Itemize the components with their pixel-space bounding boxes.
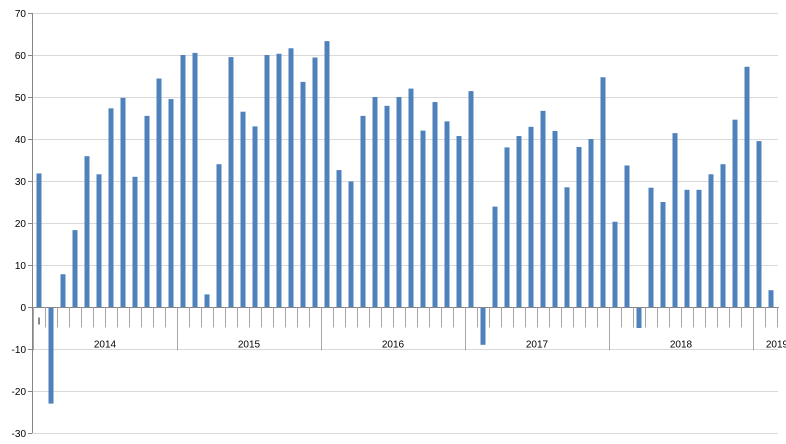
bar: [120, 97, 126, 307]
bar: [468, 91, 474, 308]
y-tick-label: 0: [20, 303, 26, 314]
bar: [576, 146, 582, 307]
bar: [396, 97, 402, 307]
bar: [708, 174, 714, 307]
bar-series: [36, 41, 774, 404]
bar: [528, 126, 534, 307]
bar: [420, 130, 426, 307]
bar: [132, 176, 138, 307]
bar: [564, 187, 570, 307]
bar: [204, 294, 210, 307]
bar: [732, 119, 738, 308]
bar: [672, 133, 678, 307]
y-tick-label: -20: [12, 387, 27, 398]
bar: [240, 111, 246, 307]
bar: [96, 174, 102, 307]
bar: [48, 307, 54, 404]
bar: [360, 115, 366, 308]
bar: [36, 173, 42, 307]
bar: [72, 230, 78, 307]
bar: [324, 41, 330, 307]
bar: [300, 81, 306, 307]
y-tick-label: -30: [12, 429, 27, 440]
bar: [252, 126, 258, 308]
bar: [264, 55, 270, 307]
bar: [144, 115, 150, 308]
bar: [456, 136, 462, 307]
bar: [228, 57, 234, 307]
bar: [108, 108, 114, 307]
bar: [444, 121, 450, 307]
year-label: 2019: [766, 340, 786, 351]
year-label: 2016: [382, 340, 405, 351]
bar: [768, 290, 774, 307]
bar: [648, 187, 654, 307]
year-label: 2014: [94, 340, 117, 351]
y-tick-label: 20: [15, 219, 27, 230]
bar: [168, 99, 174, 307]
bar: [696, 189, 702, 307]
year-label: 2015: [238, 340, 261, 351]
bar: [624, 165, 630, 307]
period-label: I: [38, 317, 41, 328]
bar: [744, 66, 750, 307]
bar: [312, 57, 318, 307]
bar: [684, 189, 690, 307]
axes: [28, 13, 779, 434]
bar: [636, 307, 642, 328]
y-tick-label: 30: [15, 177, 27, 188]
y-tick-label: 40: [15, 135, 27, 146]
bar: [408, 88, 414, 307]
bar: [612, 221, 618, 307]
bar: [480, 307, 486, 345]
bar: [180, 55, 186, 307]
bar: [756, 141, 762, 307]
bar: [192, 52, 198, 308]
bar: [336, 170, 342, 307]
bar: [372, 97, 378, 307]
bar: [384, 105, 390, 307]
bar: [288, 48, 294, 307]
bar: [432, 102, 438, 307]
bar: [516, 136, 522, 307]
y-tick-label: -10: [12, 345, 27, 356]
y-tick-label: 70: [15, 9, 27, 20]
y-tick-label: 60: [15, 51, 27, 62]
y-tick-label: 50: [15, 93, 27, 104]
bar: [660, 202, 666, 307]
axis-labels: -30 -20 -10 0 10 20 30 40 50 60 70 2014 2015 2016 2017…: [12, 9, 786, 440]
bar: [216, 164, 222, 307]
bar: [348, 181, 354, 307]
bar: [156, 78, 162, 308]
year-label: 2017: [526, 340, 549, 351]
bar: [600, 77, 606, 307]
year-label: 2018: [670, 340, 693, 351]
bar: [588, 139, 594, 307]
bar: [492, 206, 498, 307]
bar: [84, 156, 90, 307]
gridlines: [32, 13, 778, 434]
bar: [504, 147, 510, 307]
bar: [552, 131, 558, 307]
bar: [540, 110, 546, 307]
bar: [60, 274, 66, 307]
y-tick-label: 10: [15, 261, 27, 272]
bar: [720, 164, 726, 307]
bar: [276, 53, 282, 307]
